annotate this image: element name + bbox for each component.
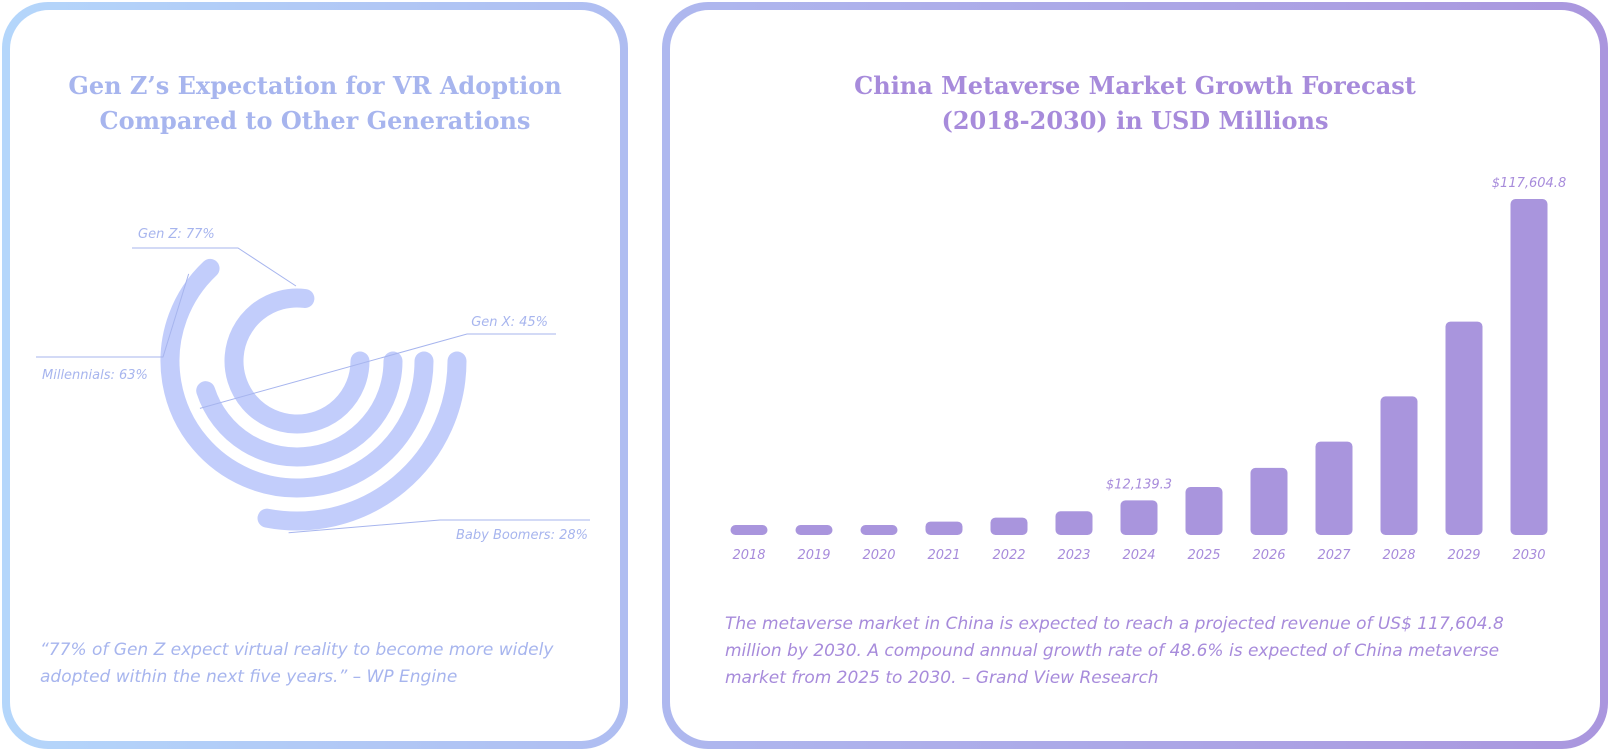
bar-2024 [1120,500,1158,535]
bar-2023 [1055,511,1093,535]
left-title-line2: Compared to Other Generations [99,106,531,135]
x-tick-2022: 2022 [992,548,1025,563]
bar-2029 [1445,321,1483,535]
bar-2020 [860,525,898,535]
data-label-2030: $117,604.8 [1492,176,1566,191]
bar-2019 [795,525,833,535]
leader-line-baby-boomers [288,519,590,534]
x-tick-2018: 2018 [732,548,765,563]
bar-2018 [730,525,768,535]
x-tick-2027: 2027 [1317,548,1351,563]
x-tick-2019: 2019 [797,548,830,563]
bar-2030 [1510,199,1548,535]
x-tick-2030: 2030 [1512,548,1545,563]
right-panel: China Metaverse Market Growth Forecast (… [662,2,1608,749]
bar-2021 [925,521,963,535]
x-tick-2020: 2020 [862,548,895,563]
right-panel-inner: China Metaverse Market Growth Forecast (… [670,10,1600,741]
leader-line-gen-z [132,247,297,287]
right-title-line1: China Metaverse Market Growth Forecast [854,71,1416,100]
x-tick-2024: 2024 [1122,548,1155,563]
radial-label-millennials: Millennials: 63% [42,368,148,383]
x-tick-2028: 2028 [1382,548,1415,563]
x-tick-2023: 2023 [1057,548,1090,563]
leader-line-gen-x [199,333,556,409]
right-caption: The metaverse market in China is expecte… [725,614,1504,688]
bar-2026 [1250,467,1288,535]
x-tick-2021: 2021 [927,548,960,563]
left-panel: Gen Z’s Expectation for VR Adoption Comp… [2,2,628,749]
right-chart-title: China Metaverse Market Growth Forecast (… [670,68,1600,138]
bar-2025 [1185,487,1223,535]
radial-label-gen-z: Gen Z: 77% [138,227,215,242]
right-title-line2: (2018-2030) in USD Millions [941,106,1329,135]
radial-arc-baby-boomers [257,351,467,531]
bar-2028 [1380,396,1418,535]
leader-line-millennials [36,273,190,358]
left-title-line1: Gen Z’s Expectation for VR Adoption [68,71,562,100]
x-tick-2026: 2026 [1252,548,1285,563]
radial-label-baby-boomers: Baby Boomers: 28% [456,528,588,543]
left-caption: “77% of Gen Z expect virtual reality to … [40,640,554,687]
left-panel-inner: Gen Z’s Expectation for VR Adoption Comp… [10,10,620,741]
radial-arc-gen-z [224,288,370,434]
bar-2027 [1315,441,1353,535]
bar-2022 [990,517,1028,535]
radial-label-gen-x: Gen X: 45% [471,315,548,330]
x-tick-2029: 2029 [1447,548,1480,563]
x-tick-2025: 2025 [1187,548,1220,563]
radial-arc-gen-x [196,351,403,467]
radial-arc-millennials [160,258,434,498]
left-chart-title: Gen Z’s Expectation for VR Adoption Comp… [10,68,620,138]
data-label-2024: $12,139.3 [1106,477,1172,492]
